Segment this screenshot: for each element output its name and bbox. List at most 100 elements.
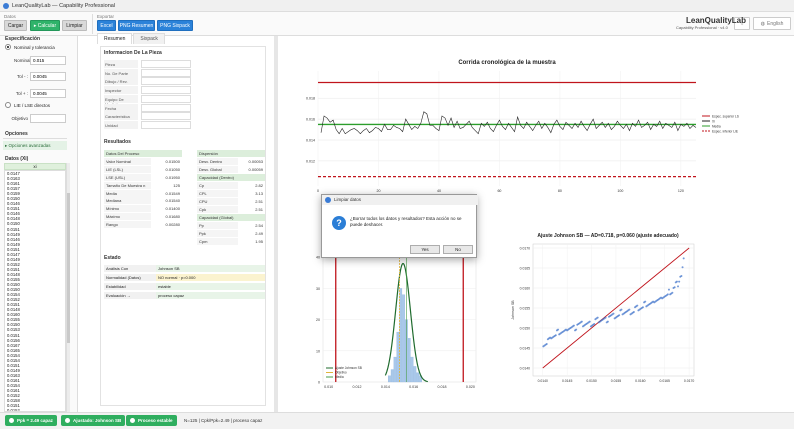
data-list-item[interactable]: 0.0161	[7, 388, 20, 394]
language-button[interactable]: ◍ English	[753, 17, 791, 30]
prob-point	[644, 300, 647, 303]
run-legend-label: Media	[712, 124, 721, 128]
data-list-item[interactable]: 0.0149	[7, 231, 20, 237]
data-list-item[interactable]: 0.0150	[7, 282, 20, 288]
data-list-item[interactable]: 0.0150	[7, 196, 20, 202]
prob-point	[675, 280, 678, 283]
data-list-item[interactable]: 0.0148	[7, 216, 20, 222]
data-list-item[interactable]: 0.0151	[7, 226, 20, 232]
prob-point	[641, 306, 644, 309]
data-list-item[interactable]: 0.0148	[7, 307, 20, 313]
run-y-tick: 0.012	[306, 159, 315, 163]
data-list-item[interactable]: 0.0151	[7, 362, 20, 368]
data-list-item[interactable]: 0.0161	[7, 377, 20, 383]
hist-x-tick: 0.010	[324, 385, 333, 389]
clear-button[interactable]: Limpiar	[62, 20, 87, 31]
data-list-item[interactable]: 0.0154	[7, 357, 20, 363]
data-list-item[interactable]: 0.0157	[7, 186, 20, 192]
hist-y-tick: 30	[316, 287, 320, 291]
data-list-item[interactable]: 0.0167	[7, 342, 20, 348]
data-list-item[interactable]: 0.0154	[7, 292, 20, 298]
scroll-thumb[interactable]	[67, 193, 70, 343]
data-list[interactable]: 0.0147 0.0163 0.0161 0.0157 0.0159 0.0150 0.01…	[4, 170, 66, 412]
target-input[interactable]	[30, 114, 66, 123]
piece-field-input[interactable]	[141, 60, 191, 68]
data-list-item[interactable]: 0.0152	[7, 297, 20, 303]
dialog-no-button[interactable]: No	[443, 245, 473, 254]
data-list-item[interactable]: 0.0154	[7, 382, 20, 388]
data-list-item[interactable]: 0.0151	[7, 332, 20, 338]
data-list-item[interactable]: 0.0146	[7, 211, 20, 217]
piece-field-input[interactable]	[141, 68, 191, 77]
piece-field-input[interactable]	[141, 86, 191, 95]
data-list-item[interactable]: 0.0154	[7, 352, 20, 358]
data-list-item[interactable]: 0.0155	[7, 276, 20, 282]
result-value: 0.01680	[165, 214, 180, 220]
data-list-item[interactable]: 0.0153	[7, 327, 20, 333]
mode-nominal-radio[interactable]	[5, 44, 11, 50]
data-list-item[interactable]: 0.0149	[7, 241, 20, 247]
data-list-item[interactable]: 0.0156	[7, 337, 20, 343]
data-list-item[interactable]: 0.0152	[7, 393, 20, 399]
data-list-item[interactable]: 0.0160	[7, 312, 20, 318]
result-label: LSE (USL)	[104, 173, 151, 181]
tab-resumen[interactable]: Resumen	[97, 33, 133, 44]
data-list-item[interactable]: 0.0150	[7, 287, 20, 293]
piece-field-input[interactable]	[141, 94, 191, 103]
data-list-item[interactable]: 0.0152	[7, 408, 20, 412]
png-summary-button[interactable]: PNG Resumen	[118, 20, 155, 31]
dialog-yes-button[interactable]: Yes	[410, 245, 440, 254]
hist-x-tick: 0.018	[438, 385, 447, 389]
excel-button[interactable]: Excel	[97, 20, 116, 31]
data-list-item[interactable]: 0.0149	[7, 367, 20, 373]
prob-y-tick: 0.0160	[520, 287, 530, 291]
piece-field-input[interactable]	[141, 77, 191, 86]
data-list-item[interactable]: 0.0151	[7, 206, 20, 212]
calculate-button[interactable]: ▸ Calcular	[30, 20, 60, 31]
brand-subtitle: Capability Professional · v4.0	[676, 25, 728, 30]
nominal-input[interactable]	[30, 56, 66, 65]
prob-point	[636, 304, 639, 307]
tol-plus-input[interactable]	[30, 89, 66, 98]
chart-area: Corrida cronológica de la muestra 0.012 0.…	[278, 36, 794, 412]
prob-point	[628, 308, 631, 311]
data-list-item[interactable]: 0.0147	[7, 251, 20, 257]
data-list-item[interactable]: 0.0161	[7, 181, 20, 187]
piece-field-input[interactable]	[141, 120, 191, 129]
prob-chart-title: Ajuste Johnson SB — AD=0.718, p=0.060 (a…	[537, 233, 679, 239]
theme-toggle-button[interactable]: ☼	[734, 17, 750, 30]
piece-field-input[interactable]	[141, 103, 191, 112]
data-list-item[interactable]: 0.0146	[7, 236, 20, 242]
dialog-app-icon	[325, 197, 331, 203]
data-list-item[interactable]: 0.0147	[7, 171, 20, 176]
load-button[interactable]: Cargar	[4, 20, 27, 31]
mode-lse-radio[interactable]	[5, 102, 11, 108]
data-list-item[interactable]: 0.0150	[7, 221, 20, 227]
data-list-item[interactable]: 0.0151	[7, 403, 20, 409]
data-scrollbar[interactable]	[66, 163, 70, 412]
data-list-item[interactable]: 0.0146	[7, 201, 20, 207]
panel-splitter[interactable]	[274, 36, 278, 412]
data-list-item[interactable]: 0.0151	[7, 246, 20, 252]
piece-field-input[interactable]	[141, 112, 191, 121]
tab-sixpack[interactable]: Sixpack	[133, 33, 165, 44]
data-list-item[interactable]: 0.0149	[7, 256, 20, 262]
data-list-item[interactable]: 0.0148	[7, 271, 20, 277]
data-list-item[interactable]: 0.0151	[7, 266, 20, 272]
data-list-item[interactable]: 0.0151	[7, 302, 20, 308]
data-list-item[interactable]: 0.0155	[7, 317, 20, 323]
data-list-item[interactable]: 0.0163	[7, 372, 20, 378]
data-list-item[interactable]: 0.0152	[7, 261, 20, 267]
tol-minus-input[interactable]	[30, 72, 66, 81]
fit-label: Ajustado: Johnson SB	[73, 418, 122, 423]
data-list-item[interactable]: 0.0163	[7, 176, 20, 182]
run-legend-label: Espec. superior LS	[712, 114, 739, 118]
data-list-item[interactable]: 0.0165	[7, 347, 20, 353]
data-list-item[interactable]: 0.0159	[7, 191, 20, 197]
data-list-item[interactable]: 0.0150	[7, 322, 20, 328]
data-list-item[interactable]: 0.0158	[7, 398, 20, 404]
hist-x-tick: 0.020	[466, 385, 475, 389]
png-sixpack-button[interactable]: PNG Sixpack	[157, 20, 193, 31]
advanced-options-expander[interactable]: ▸ Opciones avanzadas	[3, 141, 67, 150]
result-value: 125	[173, 182, 180, 188]
